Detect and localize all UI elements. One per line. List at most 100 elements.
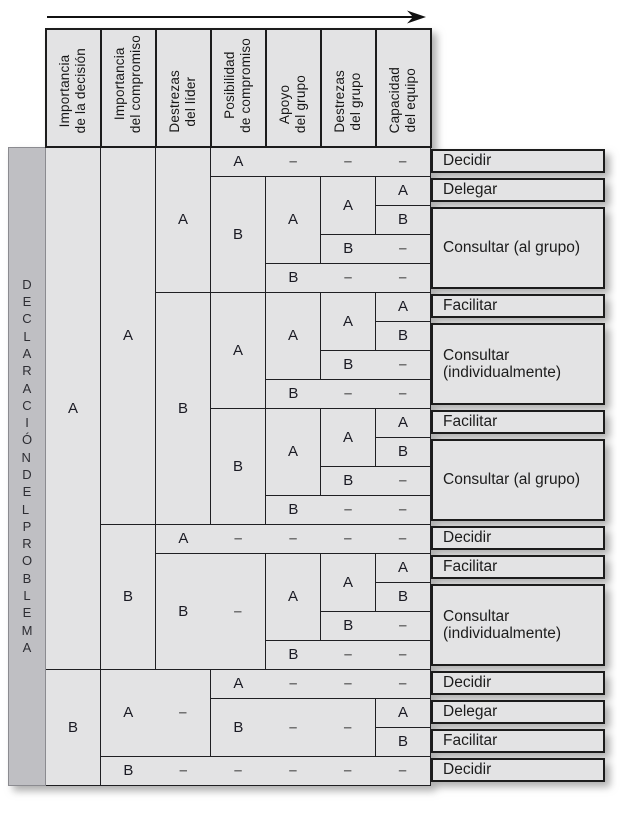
band-value: – xyxy=(398,269,407,286)
outcome-cell: Delegar xyxy=(431,698,605,727)
header-group-support: Apoyo del grupo xyxy=(264,28,322,148)
band-value: – xyxy=(233,602,242,620)
cell-band: B – xyxy=(155,552,266,670)
outcome-box: Decidir xyxy=(431,149,605,173)
band-value: B xyxy=(288,646,299,663)
outcome-box: Facilitar xyxy=(431,294,605,318)
header-decision-importance: Importancia de la decisión xyxy=(44,28,102,148)
band-value: – xyxy=(178,704,187,721)
band-value: – xyxy=(343,530,352,547)
band-value: A xyxy=(123,704,134,721)
header-label: Importancia de la decisión xyxy=(57,47,88,133)
header-group-skills: Destrezas del grupo xyxy=(319,28,377,148)
band-value: – xyxy=(343,269,353,286)
outcome-cell: Facilitar xyxy=(431,408,605,437)
header-commitment-likelihood: Posibilidad de compromiso xyxy=(209,28,267,148)
band-value: – xyxy=(398,646,407,663)
cell-commitment: B xyxy=(100,523,156,670)
band-value: – xyxy=(179,762,188,779)
outcome-cell: Consultar (al grupo) xyxy=(431,205,605,292)
outcome-cell: Consultar (individualmente) xyxy=(431,582,605,669)
band-value: – xyxy=(233,762,243,779)
outcome-cell: Facilitar xyxy=(431,292,605,321)
cell-capacity: A xyxy=(375,291,431,322)
cell-group-skills: A xyxy=(320,552,376,612)
cell-capacity: A xyxy=(375,175,431,206)
outcome-cell: Delegar xyxy=(431,176,605,205)
cell-band: B – xyxy=(320,349,431,380)
band-value: – xyxy=(398,472,407,489)
outcome-cell: Decidir xyxy=(431,756,605,785)
band-value: – xyxy=(234,530,243,547)
outcome-box: Facilitar xyxy=(431,729,605,753)
band-value: – xyxy=(288,153,298,171)
outcome-box: Decidir xyxy=(431,671,605,695)
band-value: A xyxy=(178,530,189,547)
band-value: – xyxy=(343,675,353,692)
outcome-cell: Facilitar xyxy=(431,727,605,756)
outcome-cell: Decidir xyxy=(431,147,605,176)
decision-matrix-figure: Importancia de la decisión Importancia d… xyxy=(8,6,614,786)
outcome-box: Consultar (al grupo) xyxy=(431,439,605,521)
cell-band: B – – – – – xyxy=(100,755,431,786)
band-value: B xyxy=(343,240,354,257)
outcome-box: Delegar xyxy=(431,178,605,202)
outcome-box: Consultar (individualmente) xyxy=(431,323,605,405)
cell-commitment: A xyxy=(100,146,156,525)
cell-capacity: B xyxy=(375,320,431,351)
band-value: – xyxy=(343,385,353,402)
band-value: – xyxy=(288,762,298,779)
cell-band: B – xyxy=(320,610,431,641)
header-left-spacer xyxy=(9,29,46,147)
outcome-box: Delegar xyxy=(431,700,605,724)
outcome-box: Facilitar xyxy=(431,410,605,434)
header-label: Capacidad del equipo xyxy=(387,66,418,133)
cell-capacity: B xyxy=(375,726,431,757)
cell-band: B – – xyxy=(210,697,376,757)
cell-band: A – – – xyxy=(210,146,431,177)
cell-support: A xyxy=(265,407,321,496)
band-value: B xyxy=(343,472,354,489)
band-value: – xyxy=(398,385,407,402)
band-value: – xyxy=(288,675,298,692)
cell-band: A – xyxy=(100,668,211,757)
band-value: A xyxy=(233,675,244,692)
band-value: – xyxy=(398,153,407,171)
cell-capacity: A xyxy=(375,552,431,583)
cell-decision: B xyxy=(45,668,101,786)
cell-decision: A xyxy=(45,146,101,670)
header-leader-skills: Destrezas del líder xyxy=(154,28,212,148)
cell-band: B – – xyxy=(265,494,431,525)
cell-support: A xyxy=(265,291,321,380)
outcome-box: Consultar (al grupo) xyxy=(431,207,605,289)
cell-leader: B xyxy=(155,291,211,525)
outcome-cell: Decidir xyxy=(431,669,605,698)
right-arrow-icon xyxy=(47,10,426,24)
cell-band: B – – xyxy=(265,262,431,293)
cell-leader: A xyxy=(155,146,211,293)
header-label: Importancia del compromiso xyxy=(112,34,143,133)
cell-possibility: B xyxy=(210,175,266,293)
problem-statement-bar: DECLARACIÓN DEL PROBLEMA xyxy=(8,146,46,786)
cell-capacity: B xyxy=(375,436,431,467)
band-value: – xyxy=(343,718,352,736)
cell-band: B – – xyxy=(265,378,431,409)
header-label: Apoyo del grupo xyxy=(277,74,308,133)
outcome-box: Decidir xyxy=(431,526,605,550)
outcome-cell: Consultar (al grupo) xyxy=(431,437,605,524)
outcome-box: Facilitar xyxy=(431,555,605,579)
cell-support: A xyxy=(265,175,321,264)
cell-possibility: B xyxy=(210,407,266,525)
cell-group-skills: A xyxy=(320,407,376,467)
outcome-cell: Consultar (individualmente) xyxy=(431,321,605,408)
direction-arrow-wrap xyxy=(45,6,614,28)
band-value: B xyxy=(288,269,299,286)
band-value: – xyxy=(398,530,407,547)
decision-matrix-table: Importancia de la decisión Importancia d… xyxy=(8,28,605,786)
header-label: Destrezas del líder xyxy=(167,70,198,133)
cell-band: B – – xyxy=(265,639,431,670)
band-value: – xyxy=(343,153,353,171)
band-value: B xyxy=(343,617,354,634)
outcome-cell: Decidir xyxy=(431,524,605,553)
band-value: B xyxy=(288,501,299,518)
